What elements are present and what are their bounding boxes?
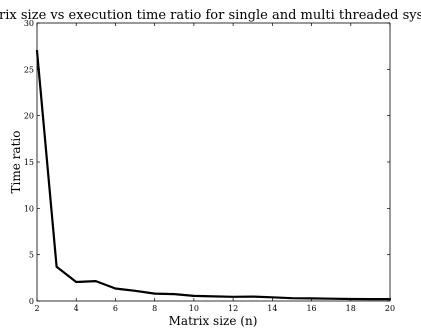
x-tick-label: 10 (189, 304, 199, 313)
x-tick-label: 14 (267, 304, 277, 313)
x-tick-label: 12 (228, 304, 238, 313)
x-tick-label: 18 (346, 304, 356, 313)
x-tick-label: 8 (152, 304, 157, 313)
y-tick-label: 20 (24, 112, 34, 121)
x-tick-label: 6 (113, 304, 118, 313)
y-tick-label: 0 (29, 297, 34, 306)
y-axis-label: Time ratio (9, 131, 23, 194)
x-axis-label: Matrix size (n) (169, 314, 258, 328)
y-tick-label: 15 (24, 158, 34, 167)
plot-frame (36, 22, 391, 302)
y-tick-label: 10 (24, 204, 34, 213)
y-tick-label: 5 (29, 251, 34, 260)
axis-ticks: 2 4 6 8 10 12 14 16 18 20 0 5 10 15 20 25 30 (24, 19, 395, 313)
y-tick-label: 25 (24, 65, 34, 74)
x-tick-label: 4 (74, 304, 79, 313)
x-tick-label: 16 (306, 304, 316, 313)
y-tick-label: 30 (24, 19, 34, 28)
chart-title: Matrix size vs execution time ratio for … (0, 8, 421, 23)
x-tick-label: 2 (34, 304, 39, 313)
x-tick-label: 20 (385, 304, 395, 313)
series-line (35, 49, 392, 301)
